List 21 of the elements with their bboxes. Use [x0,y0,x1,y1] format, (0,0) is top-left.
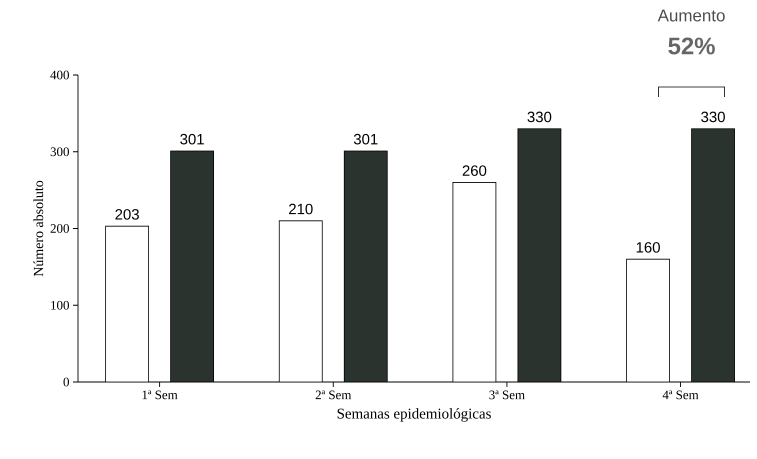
data-label: 160 [636,242,660,253]
x-tick-label: 4ª Sem [662,390,698,400]
x-tick-label: 1ª Sem [142,390,178,400]
data-label: 301 [180,134,204,144]
data-label: 210 [289,204,313,214]
y-tick-label: 300 [50,147,69,156]
data-label: 330 [701,112,725,122]
y-tick-label: 200 [50,224,69,233]
x-axis-title: Semanas epidemiológicas [338,408,491,422]
x-tick-label: 3ª Sem [489,390,525,400]
y-tick-label: 400 [50,70,69,80]
y-tick-label: 100 [51,300,69,310]
x-tick-label: 2ª Sem [316,390,352,400]
data-label: 260 [462,165,486,176]
data-label: 301 [354,134,378,144]
y-axis-title: Número absoluto [33,180,44,276]
text: 52% [668,38,715,54]
y-tick-label: 0 [64,378,69,386]
data-label: 330 [528,112,552,122]
data-label: 203 [115,209,139,220]
text: Aumento [658,10,725,22]
